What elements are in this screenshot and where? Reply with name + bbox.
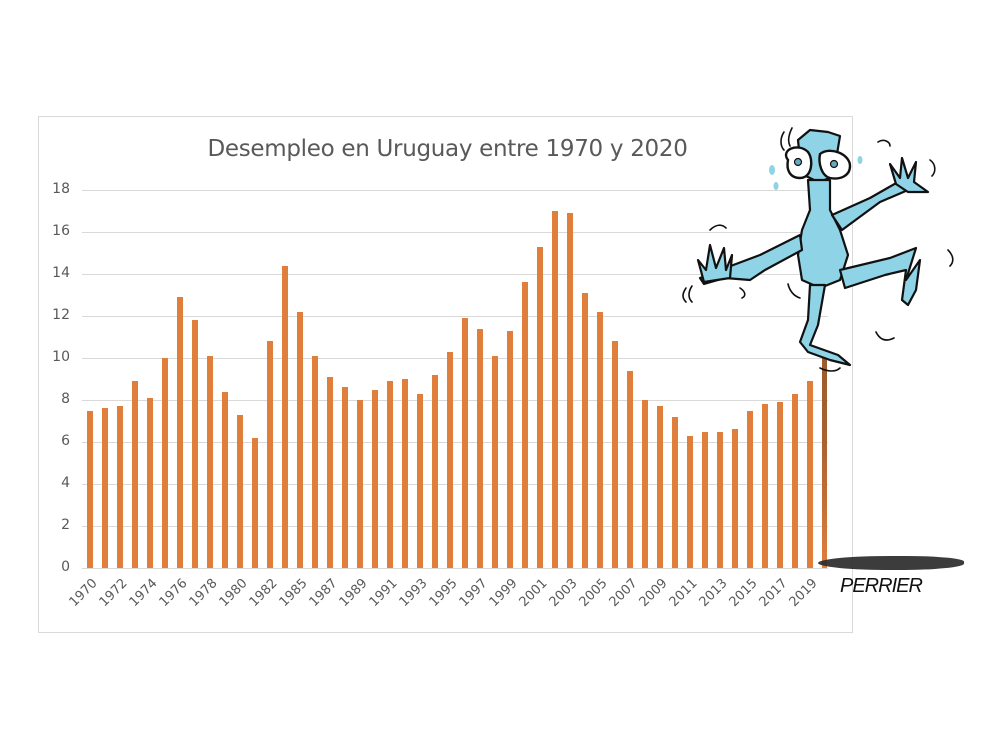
- bar-2003: [567, 213, 573, 568]
- bar-1988: [342, 387, 348, 568]
- bar-1998: [492, 355, 498, 568]
- bar-1977: [192, 320, 198, 568]
- bar-1986: [312, 355, 318, 568]
- ground-shadow: [818, 556, 964, 570]
- gridline: [82, 400, 828, 401]
- bar-1997: [477, 328, 483, 568]
- bar-2004: [582, 292, 588, 568]
- bar-1976: [177, 297, 183, 568]
- y-tick-label: 0: [61, 559, 70, 575]
- bar-2008: [642, 400, 648, 568]
- gridline: [82, 232, 828, 233]
- bar-1993: [417, 393, 423, 568]
- bar-2006: [612, 341, 618, 568]
- bar-2012: [702, 431, 708, 568]
- bar-2007: [627, 370, 633, 568]
- bar-1987: [327, 376, 333, 568]
- chart-title: Desempleo en Uruguay entre 1970 y 2020: [207, 136, 688, 162]
- bar-2011: [687, 435, 693, 568]
- gridline: [82, 526, 828, 527]
- bar-1973: [132, 381, 138, 568]
- bar-1970: [87, 410, 93, 568]
- bar-1990: [372, 389, 378, 568]
- bar-2016: [762, 404, 768, 568]
- bar-1995: [447, 351, 453, 568]
- bar-1984: [282, 265, 288, 568]
- bar-1999: [507, 330, 513, 568]
- bar-1982: [267, 341, 273, 568]
- gridline: [82, 358, 828, 359]
- bar-1975: [162, 358, 168, 568]
- bar-2009: [657, 406, 663, 568]
- y-tick-label: 18: [52, 181, 70, 197]
- bar-2019: [807, 381, 813, 568]
- y-tick-label: 2: [61, 517, 70, 533]
- gridline: [82, 442, 828, 443]
- bar-2000: [522, 282, 528, 568]
- y-tick-label: 10: [52, 349, 70, 365]
- frightened-man-cartoon-icon: [682, 127, 954, 372]
- bar-2002: [552, 211, 558, 568]
- bar-1992: [402, 379, 408, 568]
- gridline: [82, 274, 828, 275]
- bar-1994: [432, 374, 438, 568]
- plot-area: [82, 190, 828, 569]
- gridline: [82, 568, 828, 569]
- bar-2018: [792, 393, 798, 568]
- bar-2013: [717, 431, 723, 568]
- bar-2015: [747, 410, 753, 568]
- bar-1974: [147, 397, 153, 568]
- y-tick-label: 12: [52, 307, 70, 323]
- bar-1972: [117, 406, 123, 568]
- bar-1996: [462, 318, 468, 568]
- y-tick-label: 8: [61, 391, 70, 407]
- bar-1991: [387, 381, 393, 568]
- gridline: [82, 316, 828, 317]
- bar-1980: [237, 414, 243, 568]
- y-tick-label: 16: [52, 223, 70, 239]
- bar-2017: [777, 402, 783, 568]
- bar-2005: [597, 311, 603, 568]
- bar-1971: [102, 408, 108, 568]
- gridline: [82, 190, 828, 191]
- y-tick-label: 14: [52, 265, 70, 281]
- bar-2001: [537, 246, 543, 568]
- bar-2010: [672, 416, 678, 568]
- bar-1979: [222, 391, 228, 568]
- bar-2020: [822, 349, 827, 568]
- bar-2014: [732, 429, 738, 568]
- y-tick-label: 4: [61, 475, 70, 491]
- bar-1985: [297, 311, 303, 568]
- bar-1978: [207, 355, 213, 568]
- bar-1989: [357, 400, 363, 568]
- y-tick-label: 6: [61, 433, 70, 449]
- gridline: [82, 484, 828, 485]
- artist-signature: PERRIER: [840, 575, 923, 597]
- bar-1981: [252, 437, 258, 568]
